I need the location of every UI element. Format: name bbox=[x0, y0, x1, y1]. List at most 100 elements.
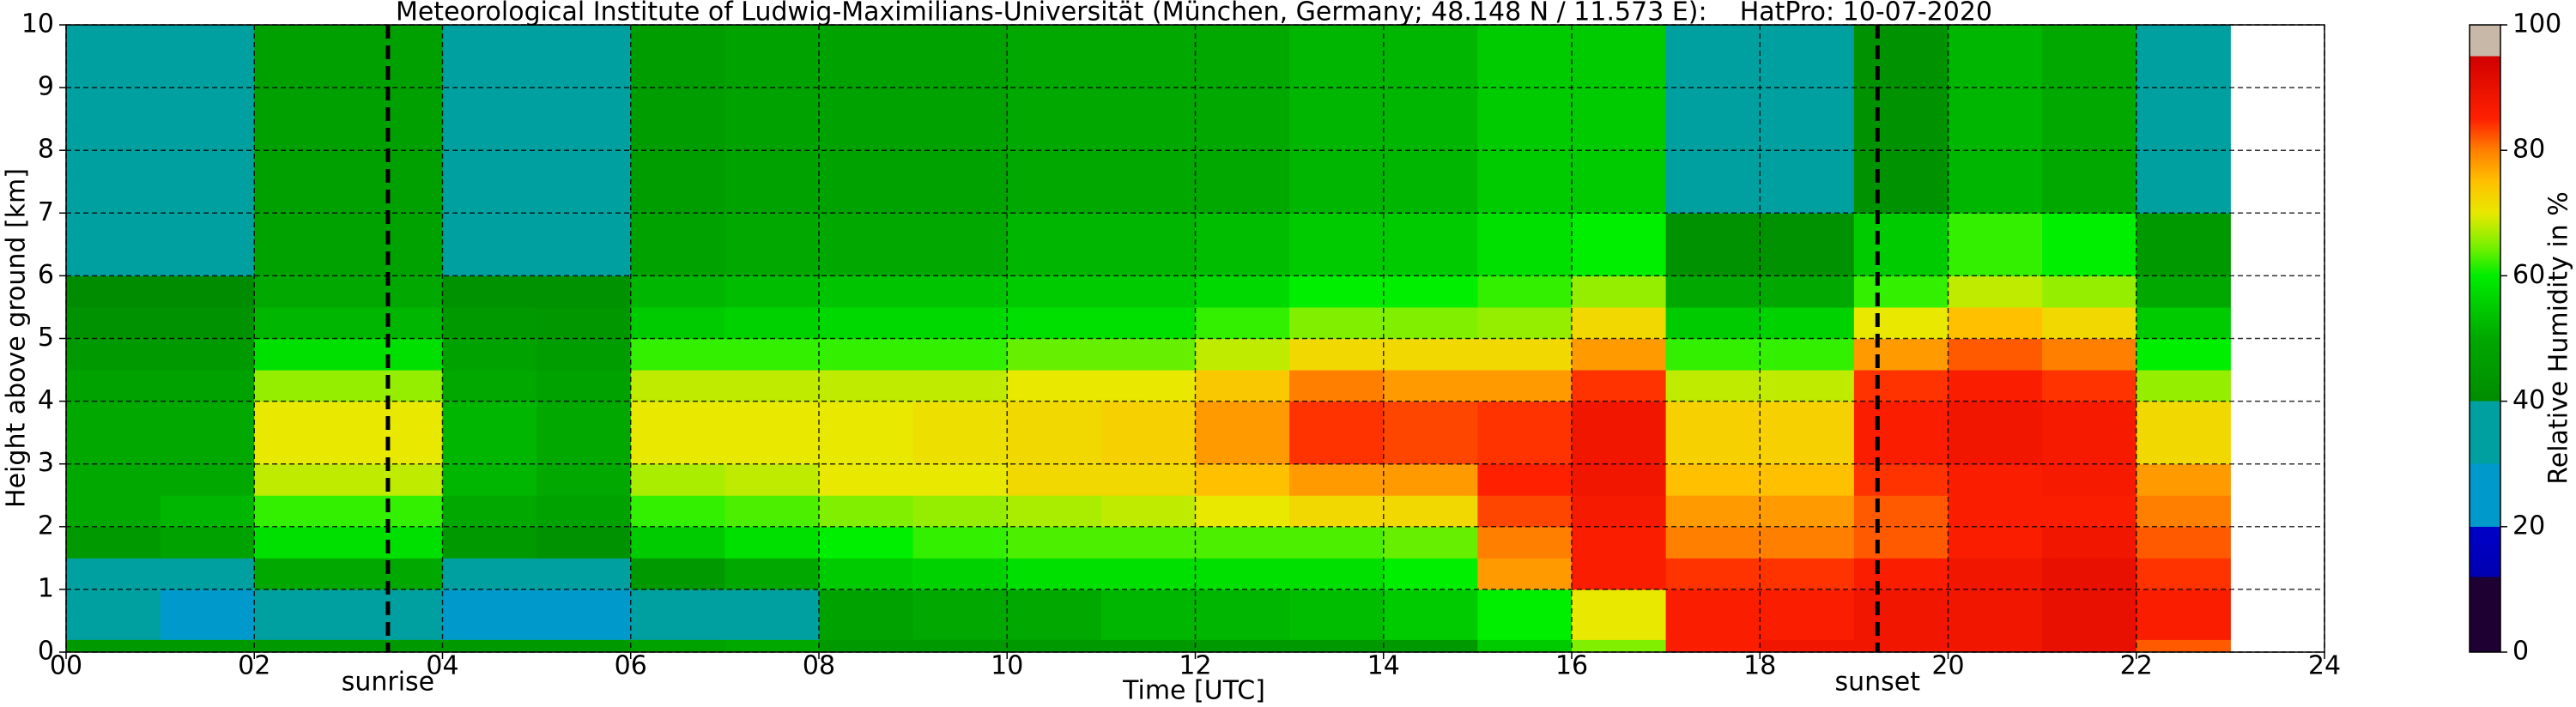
heatmap-cell bbox=[348, 370, 443, 402]
heatmap-cell bbox=[1853, 275, 1949, 308]
heatmap-cell bbox=[2136, 639, 2231, 653]
heatmap-cell bbox=[1760, 526, 1855, 559]
heatmap-cell bbox=[1289, 639, 1385, 653]
colorbar bbox=[2469, 24, 2501, 653]
y-tick-label: 4 bbox=[38, 385, 54, 415]
heatmap-cell bbox=[1572, 401, 1667, 465]
annotation-label: sunset bbox=[1835, 668, 1921, 698]
heatmap-cell bbox=[2136, 213, 2231, 276]
heatmap-cell bbox=[1948, 401, 2043, 465]
heatmap-cell bbox=[2136, 526, 2231, 559]
heatmap-cell bbox=[160, 401, 255, 465]
heatmap-cell bbox=[254, 213, 349, 276]
heatmap-cell bbox=[1289, 213, 1385, 276]
heatmap-cell bbox=[1948, 639, 2043, 653]
heatmap-cell bbox=[1853, 526, 1949, 559]
heatmap-cell bbox=[1007, 526, 1102, 559]
heatmap-cell bbox=[819, 370, 914, 402]
heatmap-cell bbox=[442, 558, 537, 590]
heatmap-cell bbox=[1477, 558, 1573, 590]
heatmap-cell bbox=[348, 306, 443, 339]
heatmap-cell bbox=[2042, 463, 2137, 496]
heatmap-cell bbox=[1760, 370, 1855, 402]
heatmap-cell bbox=[1572, 370, 1667, 402]
heatmap-cell bbox=[348, 213, 443, 276]
colorbar-tick-label: 80 bbox=[2512, 135, 2545, 165]
heatmap-cell bbox=[1007, 338, 1102, 371]
heatmap-cell bbox=[160, 558, 255, 590]
heatmap-cell bbox=[160, 589, 255, 640]
x-tick-label: 22 bbox=[2120, 651, 2153, 681]
heatmap-cell bbox=[1007, 589, 1102, 640]
heatmap-cell bbox=[442, 401, 537, 465]
plot-frame bbox=[65, 24, 2325, 653]
heatmap-cell bbox=[536, 526, 632, 559]
heatmap-cell bbox=[160, 338, 255, 371]
heatmap-cell bbox=[1007, 558, 1102, 590]
heatmap-cell bbox=[2042, 495, 2137, 528]
heatmap-cell bbox=[724, 25, 820, 214]
heatmap-cell bbox=[348, 275, 443, 308]
heatmap-cell bbox=[160, 370, 255, 402]
y-tick-label: 9 bbox=[38, 72, 54, 102]
heatmap-cell bbox=[2042, 639, 2137, 653]
heatmap-cell bbox=[1100, 338, 1196, 371]
heatmap-cell bbox=[1477, 338, 1573, 371]
heatmap-cell bbox=[1572, 589, 1667, 640]
heatmap-cell bbox=[912, 589, 1008, 640]
x-tick-label: 14 bbox=[1367, 651, 1400, 681]
heatmap-cell bbox=[819, 213, 914, 276]
heatmap-cell bbox=[1665, 370, 1761, 402]
heatmap-cell bbox=[2136, 275, 2231, 308]
heatmap-cell bbox=[1289, 495, 1385, 528]
heatmap-cell bbox=[160, 526, 255, 559]
heatmap-cell bbox=[536, 401, 632, 465]
y-tick-label: 0 bbox=[38, 637, 54, 667]
heatmap-cell bbox=[1195, 213, 1290, 276]
heatmap-cell bbox=[348, 463, 443, 496]
heatmap-cell bbox=[1007, 463, 1102, 496]
heatmap-cell bbox=[1948, 526, 2043, 559]
heatmap-cell bbox=[66, 338, 161, 371]
heatmap-cell bbox=[819, 495, 914, 528]
heatmap-cell bbox=[1195, 526, 1290, 559]
heatmap-cell bbox=[2136, 589, 2231, 640]
heatmap-cell bbox=[2042, 526, 2137, 559]
heatmap-cell bbox=[1665, 338, 1761, 371]
heatmap-cell bbox=[819, 639, 914, 653]
heatmap-cell bbox=[1477, 370, 1573, 402]
heatmap-cell bbox=[1572, 495, 1667, 528]
heatmap-cell bbox=[160, 495, 255, 528]
heatmap-cell bbox=[724, 306, 820, 339]
colorbar-tick-label: 0 bbox=[2512, 637, 2529, 667]
heatmap-cell bbox=[724, 463, 820, 496]
heatmap-cell bbox=[1195, 306, 1290, 339]
heatmap-cell bbox=[66, 275, 161, 308]
heatmap-cell bbox=[724, 275, 820, 308]
heatmap-cell bbox=[1572, 526, 1667, 559]
heatmap-cell bbox=[1195, 370, 1290, 402]
heatmap-cell bbox=[442, 463, 537, 496]
heatmap-cell bbox=[1572, 338, 1667, 371]
chart-title: Meteorological Institute of Ludwig-Maxim… bbox=[396, 0, 1992, 27]
heatmap-cell bbox=[254, 401, 349, 465]
heatmap-cell bbox=[630, 306, 725, 339]
colorbar-tick-label: 60 bbox=[2512, 260, 2545, 290]
heatmap-cell bbox=[724, 558, 820, 590]
annotation-label: sunrise bbox=[342, 668, 434, 698]
heatmap-cell bbox=[1100, 463, 1196, 496]
heatmap-cell bbox=[442, 526, 537, 559]
heatmap-cell bbox=[66, 213, 161, 276]
heatmap-cell bbox=[254, 526, 349, 559]
heatmap-cell bbox=[1853, 495, 1949, 528]
heatmap-cell bbox=[1289, 25, 1385, 214]
heatmap-cell bbox=[1948, 370, 2043, 402]
heatmap-cell bbox=[1100, 213, 1196, 276]
heatmap-cell bbox=[630, 370, 725, 402]
heatmap-cell bbox=[442, 370, 537, 402]
heatmap-cell bbox=[1948, 495, 2043, 528]
heatmap-cell bbox=[1665, 495, 1761, 528]
heatmap-cell bbox=[2042, 213, 2137, 276]
heatmap-cell bbox=[160, 463, 255, 496]
heatmap-cell bbox=[66, 639, 161, 653]
